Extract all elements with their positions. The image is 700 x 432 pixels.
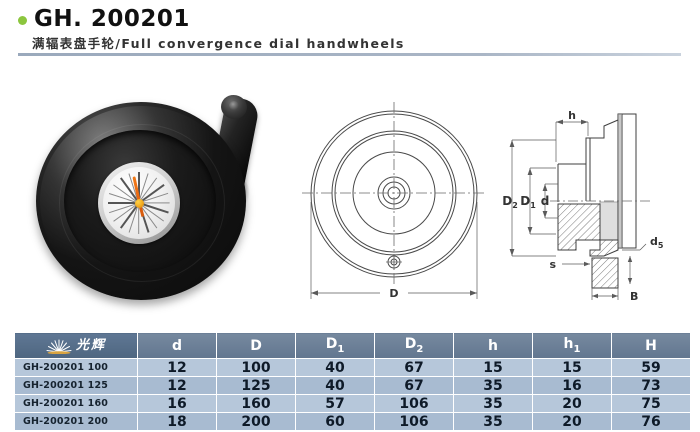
cell-model: GH-200201 200 [14,412,138,431]
column-header-D: D [216,332,296,359]
cell-h: 35 [453,376,533,395]
cell-model: GH-200201 125 [14,376,138,395]
specification-table: 光辉 d D D1 D2 h h1 H GH-200201 100 12 100… [14,332,691,431]
cell-D1: 40 [295,358,375,377]
gauge-face [103,167,175,239]
column-header-h1: h1 [532,332,612,359]
cell-h: 15 [453,358,533,377]
figures-area: D [0,62,700,324]
handwheel-dish-ring [59,124,225,282]
section-dim-h: h [568,109,576,122]
cell-D: 200 [216,412,296,431]
table-header-row: 光辉 d D D1 D2 h h1 H [14,332,691,359]
column-header-h: h [453,332,533,359]
cell-H: 59 [611,358,691,377]
cell-d: 12 [137,376,217,395]
cell-D2: 106 [374,412,454,431]
cell-D1: 60 [295,412,375,431]
cell-model: GH-200201 100 [14,358,138,377]
section-view-drawing: D2 D1 d h s d5 [502,109,664,303]
bullet-icon [18,15,27,25]
cell-H: 76 [611,412,691,431]
column-header-H: H [611,332,691,359]
cell-model: GH-200201 160 [14,394,138,413]
sunburst-icon [46,338,72,354]
column-header-d: d [137,332,217,359]
title-row: GH. 200201 [18,6,190,32]
section-dim-d: d [541,194,550,208]
page-title: GH. 200201 [34,6,190,32]
cell-D1: 57 [295,394,375,413]
cell-D1: 40 [295,376,375,395]
cell-D: 160 [216,394,296,413]
table-row: GH-200201 160 16 160 57 106 35 20 75 [14,394,691,413]
cell-d: 12 [137,358,217,377]
page-header: GH. 200201 满辐表盘手轮/Full convergence dial … [0,0,700,62]
section-dim-s: s [549,258,556,271]
cell-h: 35 [453,412,533,431]
cell-h: 35 [453,394,533,413]
table-row: GH-200201 125 12 125 40 67 35 16 73 [14,376,691,395]
brand-name-cn: 光辉 [75,338,106,353]
table-row: GH-200201 100 12 100 40 67 15 15 59 [14,358,691,377]
cell-h1: 16 [532,376,612,395]
cell-D: 125 [216,376,296,395]
handle-screw-icon [229,101,239,110]
cell-d: 18 [137,412,217,431]
cell-d: 16 [137,394,217,413]
cell-h1: 20 [532,412,612,431]
product-photo [36,88,276,310]
front-view-drawing: D [302,102,486,300]
cell-D2: 106 [374,394,454,413]
dial-gauge [98,162,180,244]
header-divider [18,53,681,56]
cell-D2: 67 [374,358,454,377]
section-dim-D2: D2 [502,194,518,210]
gauge-hub [134,198,144,208]
column-header-D1: D1 [295,332,375,359]
section-dim-d5: d5 [650,235,664,250]
brand-logo-cell: 光辉 [14,332,138,359]
page-subtitle: 满辐表盘手轮/Full convergence dial handwheels [32,36,405,51]
front-view-dim-D: D [389,287,398,300]
cell-h1: 20 [532,394,612,413]
handwheel-body [36,102,246,300]
cell-H: 73 [611,376,691,395]
section-dim-D1: D1 [520,194,536,210]
column-header-D2: D2 [374,332,454,359]
cell-H: 75 [611,394,691,413]
cell-D2: 67 [374,376,454,395]
cell-h1: 15 [532,358,612,377]
cell-D: 100 [216,358,296,377]
section-dim-B: B [630,290,638,303]
table-row: GH-200201 200 18 200 60 106 35 20 76 [14,412,691,431]
